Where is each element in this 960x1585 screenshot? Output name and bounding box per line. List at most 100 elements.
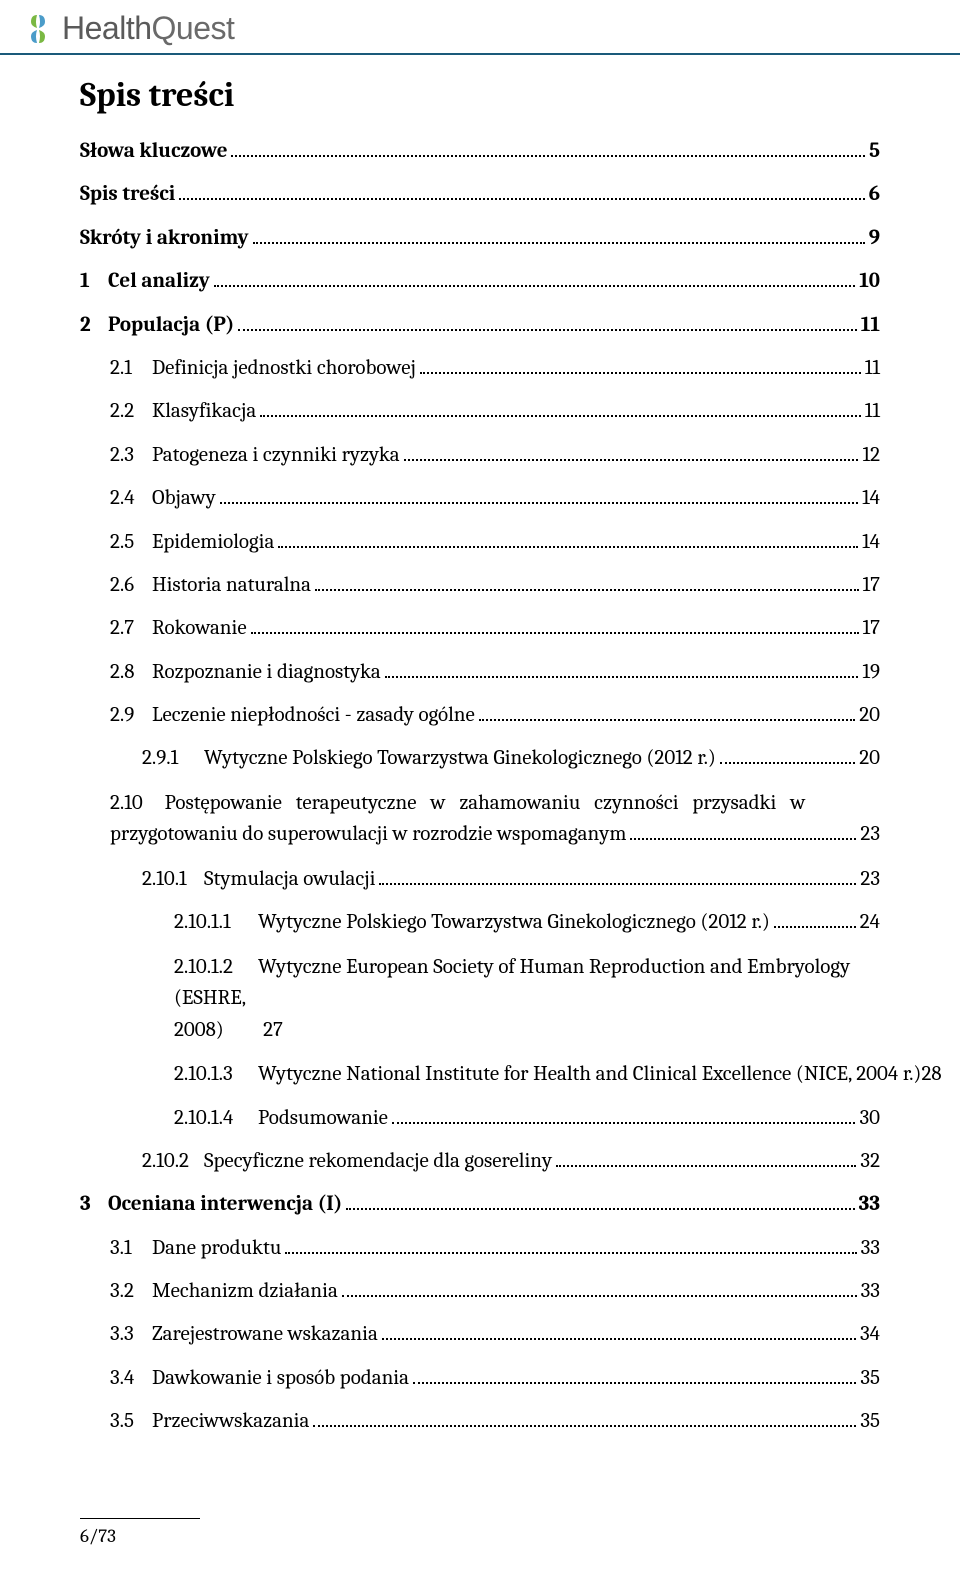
toc-entry: 2.7Rokowanie17 <box>80 614 880 643</box>
toc-leader <box>253 242 865 244</box>
toc-page: 20 <box>859 744 880 773</box>
toc-page: 10 <box>859 267 880 296</box>
toc-leader <box>774 926 856 928</box>
toc-leader <box>220 502 858 504</box>
toc-number: 2.10.1.2 <box>174 952 258 984</box>
toc-number: 2.10.1.1 <box>174 908 258 937</box>
toc-label: Słowa kluczowe <box>80 137 227 166</box>
toc-page: 11 <box>865 354 880 383</box>
toc-number: 2.9.1 <box>142 744 204 773</box>
toc-number: 3 <box>80 1190 108 1219</box>
toc-number: 2 <box>80 311 108 340</box>
toc-page: 35 <box>860 1407 880 1436</box>
page-footer: 6/73 <box>80 1518 880 1547</box>
toc-entry: Spis treści6 <box>80 180 880 209</box>
toc-page: 20 <box>859 701 880 730</box>
toc-number: 2.4 <box>110 484 152 513</box>
toc-leader <box>179 198 864 200</box>
toc-number: 2.1 <box>110 354 152 383</box>
toc-page: 24 <box>860 908 880 937</box>
toc-entry: 3.3Zarejestrowane wskazania 34 <box>80 1320 880 1349</box>
toc-entry: 2.1Definicja jednostki chorobowej11 <box>80 354 880 383</box>
toc-leader <box>413 1382 856 1384</box>
toc-entry: 2.10.1Stymulacja owulacji23 <box>80 865 880 894</box>
toc-number: 2.10.1.4 <box>174 1104 258 1133</box>
toc-entry: 3.2Mechanizm działania33 <box>80 1277 880 1306</box>
toc-number: 1 <box>80 267 108 296</box>
toc-content: Spis treści Słowa kluczowe5Spis treści6S… <box>0 75 960 1437</box>
toc-entry: 3.1Dane produktu33 <box>80 1234 880 1263</box>
toc-label: Patogeneza i czynniki ryzyka <box>152 441 400 470</box>
toc-number: 3.3 <box>110 1320 152 1349</box>
toc-entry: 2.5Epidemiologia14 <box>80 528 880 557</box>
toc-number: 2.10.2 <box>142 1147 204 1176</box>
toc-number: 3.5 <box>110 1407 152 1436</box>
toc-leader <box>404 459 859 461</box>
toc-leader <box>214 285 855 287</box>
toc-entry: 2.3Patogeneza i czynniki ryzyka 12 <box>80 441 880 470</box>
toc-page: 35 <box>860 1364 880 1393</box>
toc-label: Mechanizm działania <box>152 1277 338 1306</box>
toc-leader <box>278 546 858 548</box>
toc-leader <box>392 1122 856 1124</box>
toc-entry: 2.8Rozpoznanie i diagnostyka19 <box>80 658 880 687</box>
toc-label: Rokowanie <box>152 614 247 643</box>
toc-page: 27 <box>263 1018 283 1042</box>
healthquest-icon <box>20 11 56 47</box>
toc-number: 3.4 <box>110 1364 152 1393</box>
toc-label: Skróty i akronimy <box>80 224 249 253</box>
toc-leader <box>382 1338 856 1340</box>
toc-label: Leczenie niepłodności - zasady ogólne <box>152 701 475 730</box>
page-number: 6/73 <box>80 1525 880 1547</box>
toc-leader <box>313 1425 856 1427</box>
toc-number: 2.10.1 <box>142 865 204 894</box>
toc-number: 2.3 <box>110 441 152 470</box>
toc-leader <box>630 838 856 840</box>
toc-label-cont: 2008) <box>174 1018 224 1042</box>
toc-number: 2.9 <box>110 701 152 730</box>
toc-page: 14 <box>862 484 880 513</box>
toc-page: 34 <box>860 1320 880 1349</box>
toc-page: 9 <box>869 224 880 253</box>
toc-number: 3.2 <box>110 1277 152 1306</box>
toc-page: 33 <box>859 1190 880 1219</box>
toc-label: Zarejestrowane wskazania <box>152 1320 378 1349</box>
toc-label: Podsumowanie <box>258 1104 388 1133</box>
toc-label: Dane produktu <box>152 1234 281 1263</box>
toc-entry: 2Populacja (P)11 <box>80 311 880 340</box>
toc-leader <box>420 372 861 374</box>
toc-page: 30 <box>859 1104 880 1133</box>
logo-text: HealthQuest <box>62 10 234 47</box>
toc-entry: 2.2Klasyfikacja11 <box>80 397 880 426</box>
toc-entry: 2.10 Postępowanie terapeutyczne w zahamo… <box>80 788 880 851</box>
toc-number: 2.7 <box>110 614 152 643</box>
toc-entry: 3.5Przeciwwskazania35 <box>80 1407 880 1436</box>
toc-leader <box>379 883 856 885</box>
toc-entry: 2.10.2Specyficzne rekomendacje dla goser… <box>80 1147 880 1176</box>
toc-number: 2.8 <box>110 658 152 687</box>
footer-rule <box>80 1518 200 1519</box>
toc-label: Oceniana interwencja (I) <box>108 1190 342 1219</box>
toc-leader <box>238 329 856 331</box>
toc-leader <box>556 1165 856 1167</box>
toc-entry: 3.4Dawkowanie i sposób podania35 <box>80 1364 880 1393</box>
toc-entry: 3Oceniana interwencja (I) 33 <box>80 1190 880 1219</box>
toc-page: 32 <box>860 1147 880 1176</box>
toc-label-cont: przygotowaniu do superowulacji w rozrodz… <box>110 819 626 851</box>
toc-number: 2.6 <box>110 571 152 600</box>
toc-page: 12 <box>862 441 880 470</box>
toc-page: 11 <box>865 397 880 426</box>
logo: HealthQuest <box>20 10 960 53</box>
toc-entry: 1Cel analizy10 <box>80 267 880 296</box>
toc-page: 19 <box>862 658 880 687</box>
toc-entry: 2.9Leczenie niepłodności - zasady ogólne… <box>80 701 880 730</box>
toc-label: Wytyczne Polskiego Towarzystwa Ginekolog… <box>258 908 770 937</box>
toc-entry: 2.9.1Wytyczne Polskiego Towarzystwa Gine… <box>80 744 880 773</box>
toc-entry: 2.4Objawy 14 <box>80 484 880 513</box>
toc-page: 33 <box>861 1234 880 1263</box>
toc-leader <box>342 1295 857 1297</box>
toc-number: 2.10 <box>110 788 160 820</box>
toc-leader <box>315 589 859 591</box>
toc-page: 23 <box>860 819 880 851</box>
toc-label: Objawy <box>152 484 216 513</box>
